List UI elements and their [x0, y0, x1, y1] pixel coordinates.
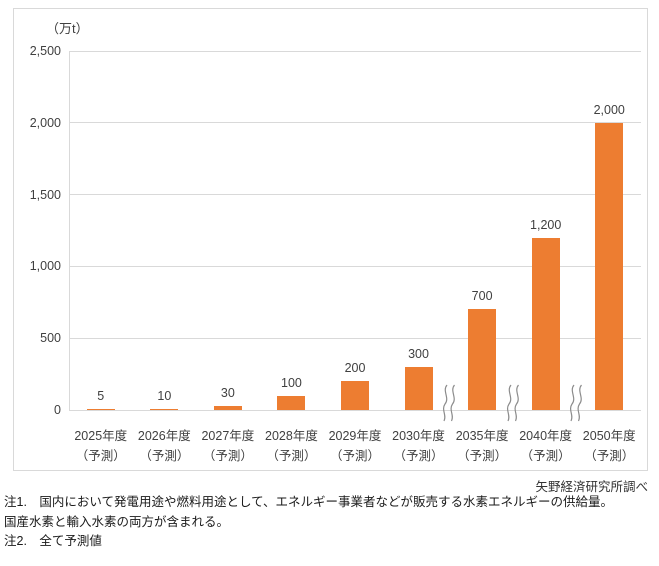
bar-2050年度: [595, 122, 624, 410]
bar-2026年度: [150, 408, 179, 410]
x-tick-year: 2026年度: [137, 429, 191, 443]
x-tick-forecast: （予測）: [75, 449, 126, 463]
x-tick-year: 2035年度: [455, 429, 509, 443]
y-tick-label: 1,000: [29, 259, 61, 274]
x-tick-forecast: （予測）: [393, 449, 444, 463]
y-axis-line: [69, 51, 70, 410]
x-tick-label: 2026年度 （予測）: [133, 426, 197, 466]
x-tick-forecast: （予測）: [202, 449, 253, 463]
note-line-1: 注1. 国内において発電用途や燃料用途として、エネルギー事業者などが販売する水素…: [4, 495, 614, 509]
bar-2035年度: [468, 309, 497, 410]
x-tick-forecast: （予測）: [457, 449, 508, 463]
y-gridline: [69, 409, 641, 411]
bar-2027年度: [213, 405, 242, 410]
axis-break-icon: [440, 384, 458, 422]
x-tick-forecast: （予測）: [520, 449, 571, 463]
bar-value-label: 1,200: [530, 217, 562, 232]
bar-value-label: 200: [344, 361, 366, 376]
note-line-3: 注2. 全て予測値: [4, 534, 102, 548]
bar-value-label: 5: [97, 389, 105, 403]
y-axis-unit-label: （万t）: [46, 21, 89, 36]
x-tick-forecast: （予測）: [266, 449, 317, 463]
x-tick-forecast: （予測）: [584, 449, 635, 463]
x-tick-label: 2030年度 （予測）: [387, 426, 451, 466]
x-tick-year: 2025年度: [74, 429, 128, 443]
bar-value-label: 700: [471, 289, 493, 304]
bar-2028年度: [277, 395, 306, 410]
note-line-2: 国産水素と輸入水素の両方が含まれる。: [4, 514, 230, 529]
x-tick-forecast: （予測）: [329, 449, 380, 463]
y-gridline: [69, 194, 641, 196]
x-tick-label: 2025年度 （予測）: [69, 426, 133, 466]
x-tick-label: 2027年度 （予測）: [196, 426, 260, 466]
axis-break-icon: [567, 384, 585, 422]
x-tick-label: 2035年度 （予測）: [450, 426, 514, 466]
y-tick-label: 2,000: [29, 115, 61, 130]
notes-block: 注1. 国内において発電用途や燃料用途として、エネルギー事業者などが販売する水素…: [4, 493, 654, 552]
x-tick-label: 2029年度 （予測）: [323, 426, 387, 466]
y-tick-label: 0: [54, 403, 61, 417]
plot-area: 0 500 1,000 1,500 2,000 2,500 5 10 30 100 200 300 70…: [30, 44, 641, 463]
chart-frame: （万t） 0 500 1,000 1,500 2,000 2,500 5 10 30 100 200…: [13, 8, 648, 471]
x-tick-label: 2050年度 （予測）: [577, 426, 641, 466]
y-gridline: [69, 122, 641, 124]
source-credit: 矢野経済研究所調べ: [535, 480, 648, 494]
x-tick-year: 2027年度: [201, 429, 255, 443]
bar-2029年度: [341, 381, 369, 410]
x-tick-year: 2030年度: [392, 429, 445, 443]
x-tick-year: 2028年度: [265, 429, 318, 443]
y-gridline: [69, 265, 641, 267]
bar-value-label: 2,000: [593, 102, 625, 117]
x-tick-year: 2050年度: [582, 429, 636, 443]
y-tick-label: 500: [40, 331, 61, 346]
bar-2030年度: [404, 366, 433, 410]
bar-2025年度: [86, 409, 115, 410]
bar-2040年度: [531, 237, 560, 410]
y-gridline: [69, 50, 641, 52]
y-tick-label: 2,500: [29, 44, 61, 58]
x-tick-year: 2040年度: [519, 429, 573, 443]
x-tick-year: 2029年度: [328, 429, 382, 443]
bar-value-label: 10: [157, 388, 172, 403]
bar-value-label: 30: [220, 385, 235, 400]
x-tick-label: 2028年度 （予測）: [260, 426, 324, 466]
bar-value-label: 300: [408, 346, 429, 361]
y-gridline: [69, 337, 641, 339]
x-tick-forecast: （予測）: [139, 449, 190, 463]
bar-value-label: 100: [281, 375, 302, 390]
axis-break-icon: [504, 384, 522, 422]
x-tick-label: 2040年度 （予測）: [514, 426, 578, 466]
y-tick-label: 1,500: [29, 187, 61, 202]
